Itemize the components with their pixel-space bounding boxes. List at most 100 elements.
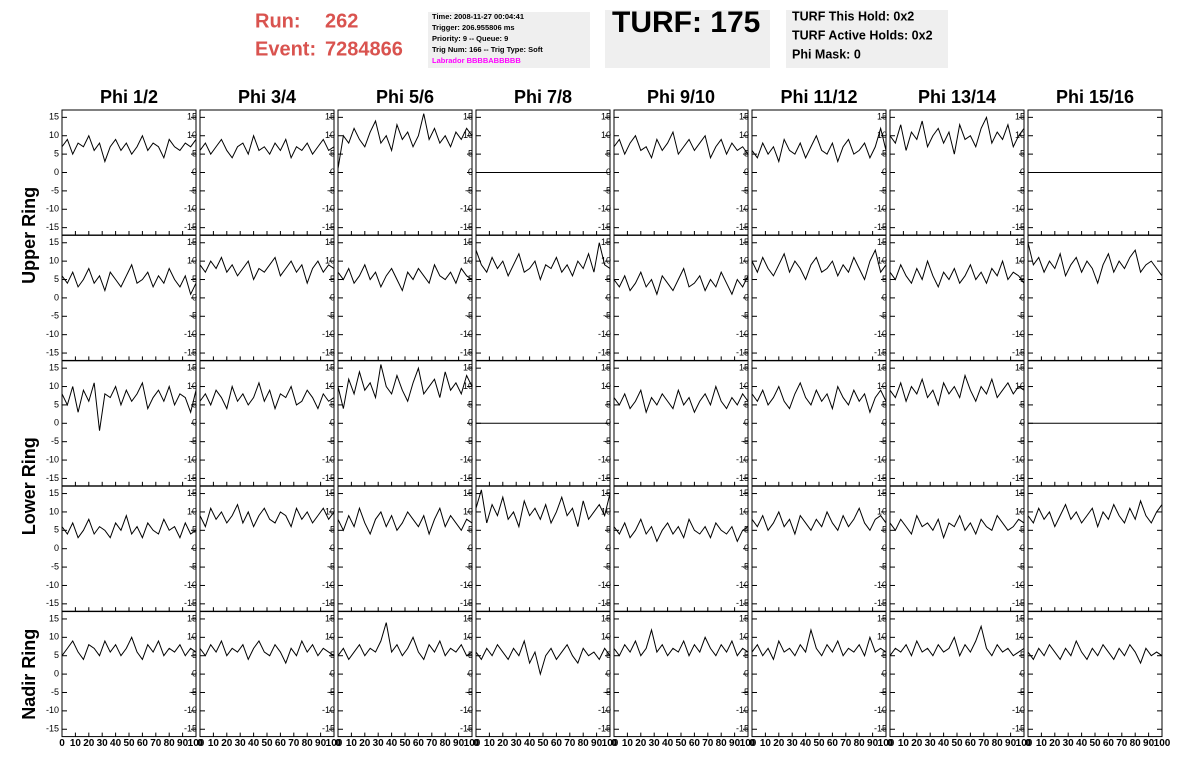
y-tick-label: -5 xyxy=(1017,561,1025,571)
x-tick-label: 60 xyxy=(827,738,839,749)
y-tick-label: -10 xyxy=(736,204,749,214)
waveform xyxy=(199,134,335,160)
waveform xyxy=(613,384,749,414)
y-tick-label: 15 xyxy=(187,363,197,373)
y-tick-label: 5 xyxy=(192,274,197,284)
waveform xyxy=(751,506,887,536)
y-tick-label: 0 xyxy=(606,543,611,553)
y-tick-label: 10 xyxy=(739,506,749,516)
y-tick-label: -5 xyxy=(879,436,887,446)
y-tick-label: 5 xyxy=(192,399,197,409)
y-tick-label: -10 xyxy=(598,705,611,715)
y-tick-label: 0 xyxy=(606,292,611,302)
y-tick-label: 5 xyxy=(330,148,335,158)
run-label: Run: xyxy=(255,10,301,32)
y-tick-label: 0 xyxy=(468,167,473,177)
y-tick-label: 0 xyxy=(606,668,611,678)
y-tick-label: 0 xyxy=(744,668,749,678)
x-tick-label: 40 xyxy=(248,738,260,749)
y-tick-label: -5 xyxy=(741,185,749,195)
y-tick-label: -5 xyxy=(603,561,611,571)
y-tick-label: -10 xyxy=(1012,329,1025,339)
x-tick-label: 60 xyxy=(551,738,563,749)
y-tick-label: 10 xyxy=(463,130,473,140)
y-tick-label: 5 xyxy=(330,399,335,409)
y-tick-label: 10 xyxy=(49,256,59,266)
y-tick-label: 0 xyxy=(882,668,887,678)
y-tick-label: 15 xyxy=(1015,237,1025,247)
y-tick-label: -15 xyxy=(736,598,749,608)
waveform xyxy=(1027,499,1163,529)
y-tick-label: 5 xyxy=(54,399,59,409)
y-tick-label: 15 xyxy=(739,112,749,122)
y-tick-label: 10 xyxy=(739,632,749,642)
y-tick-label: 15 xyxy=(325,488,335,498)
waveform xyxy=(889,514,1025,540)
y-tick-label: 0 xyxy=(330,167,335,177)
y-tick-label: -5 xyxy=(51,561,59,571)
y-tick-label: 0 xyxy=(54,668,59,678)
y-tick-label: 0 xyxy=(744,418,749,428)
y-tick-label: -5 xyxy=(327,687,335,697)
y-tick-label: 10 xyxy=(463,256,473,266)
y-tick-label: -10 xyxy=(184,580,197,590)
y-tick-label: -10 xyxy=(874,705,887,715)
waveform xyxy=(337,364,473,409)
y-tick-label: 15 xyxy=(325,237,335,247)
y-tick-label: 5 xyxy=(882,274,887,284)
y-tick-label: 10 xyxy=(325,256,335,266)
y-tick-label: 5 xyxy=(468,525,473,535)
labrador: Labrador BBBBABBBBB xyxy=(432,56,521,65)
y-tick-label: -10 xyxy=(1012,705,1025,715)
info-line: Trig Num: 166 -- Trig Type: Soft xyxy=(432,45,543,54)
waveform xyxy=(1027,242,1163,285)
y-tick-label: 15 xyxy=(325,363,335,373)
y-tick-label: -10 xyxy=(322,454,335,464)
y-tick-label: -10 xyxy=(598,204,611,214)
x-tick-label: 70 xyxy=(288,738,300,749)
y-tick-label: 10 xyxy=(1015,381,1025,391)
y-tick-label: 5 xyxy=(744,650,749,660)
y-tick-label: -10 xyxy=(736,329,749,339)
x-tick-label: 100 xyxy=(326,738,343,749)
y-tick-label: 5 xyxy=(882,399,887,409)
x-tick-label: 50 xyxy=(537,738,549,749)
x-tick-label: 40 xyxy=(938,738,950,749)
y-tick-label: -15 xyxy=(460,347,473,357)
y-tick-label: 15 xyxy=(49,112,59,122)
x-tick-label: 0 xyxy=(887,738,893,749)
y-tick-label: 5 xyxy=(744,148,749,158)
y-tick-label: 5 xyxy=(192,148,197,158)
y-tick-label: -5 xyxy=(465,687,473,697)
waveform xyxy=(199,256,335,285)
x-tick-label: 10 xyxy=(484,738,496,749)
x-tick-label: 0 xyxy=(611,738,617,749)
x-tick-label: 70 xyxy=(702,738,714,749)
x-tick-label: 40 xyxy=(386,738,398,749)
y-tick-label: 10 xyxy=(187,130,197,140)
y-tick-label: -5 xyxy=(51,436,59,446)
column-title: Phi 15/16 xyxy=(1056,87,1134,107)
y-tick-label: 10 xyxy=(187,632,197,642)
turf-info-line: Phi Mask: 0 xyxy=(792,47,861,61)
y-tick-label: -5 xyxy=(879,185,887,195)
y-tick-label: -10 xyxy=(184,329,197,339)
y-tick-label: 15 xyxy=(877,363,887,373)
y-tick-label: 0 xyxy=(468,292,473,302)
y-tick-label: -15 xyxy=(874,724,887,734)
x-tick-label: 100 xyxy=(464,738,481,749)
y-tick-label: 5 xyxy=(192,650,197,660)
y-tick-label: 10 xyxy=(877,632,887,642)
y-tick-label: -5 xyxy=(327,561,335,571)
x-tick-label: 30 xyxy=(649,738,661,749)
y-tick-label: -5 xyxy=(465,436,473,446)
y-tick-label: 5 xyxy=(606,148,611,158)
y-tick-label: -5 xyxy=(327,311,335,321)
y-tick-label: 5 xyxy=(606,399,611,409)
y-tick-label: -5 xyxy=(189,185,197,195)
waveform xyxy=(475,489,611,529)
y-tick-label: -15 xyxy=(322,347,335,357)
x-tick-label: 70 xyxy=(978,738,990,749)
x-tick-label: 0 xyxy=(197,738,203,749)
column-title: Phi 7/8 xyxy=(514,87,572,107)
